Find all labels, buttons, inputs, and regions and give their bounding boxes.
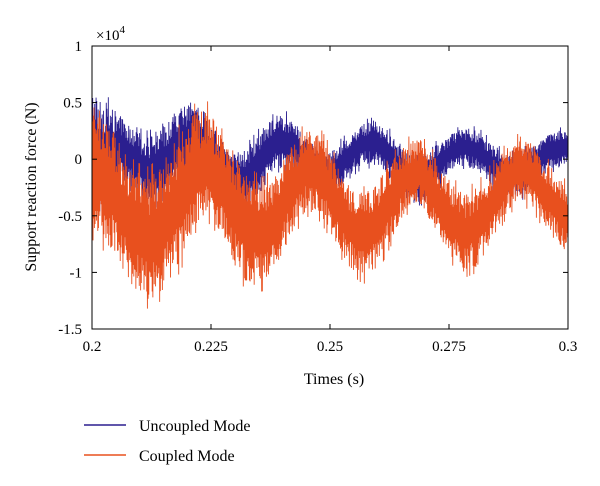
multiplier-base: ×10	[96, 28, 119, 44]
y-tick-label: -1.5	[58, 322, 82, 338]
x-axis-label: Times (s)	[304, 371, 364, 388]
series-uncoupled-line	[92, 97, 568, 215]
y-tick-label: -0.5	[58, 209, 82, 225]
legend: Uncoupled Mode Coupled Mode	[84, 418, 251, 465]
x-tick-label: 0.225	[194, 339, 228, 355]
x-tick-label: 0.2	[83, 339, 102, 355]
multiplier-exponent: 4	[119, 24, 125, 36]
tick-layer: 0.2 0.225 0.25 0.275 0.3 -1.5 -1 -0.5 0 0.5 1	[58, 39, 577, 355]
y-tick-label: 0	[75, 152, 83, 168]
x-tick-label: 0.25	[317, 339, 343, 355]
legend-label-coupled: Coupled Mode	[139, 448, 235, 465]
series-coupled-line	[92, 87, 568, 309]
y-axis-label: Support reaction force (N)	[23, 102, 40, 271]
x-tick-label: 0.3	[559, 339, 578, 355]
y-multiplier-label: ×104	[96, 24, 125, 44]
y-tick-label: 0.5	[63, 96, 82, 112]
x-tick-label: 0.275	[432, 339, 466, 355]
y-tick-label: 1	[75, 39, 83, 55]
series-layer	[92, 87, 568, 309]
y-tick-label: -1	[70, 265, 83, 281]
legend-label-uncoupled: Uncoupled Mode	[139, 418, 251, 435]
